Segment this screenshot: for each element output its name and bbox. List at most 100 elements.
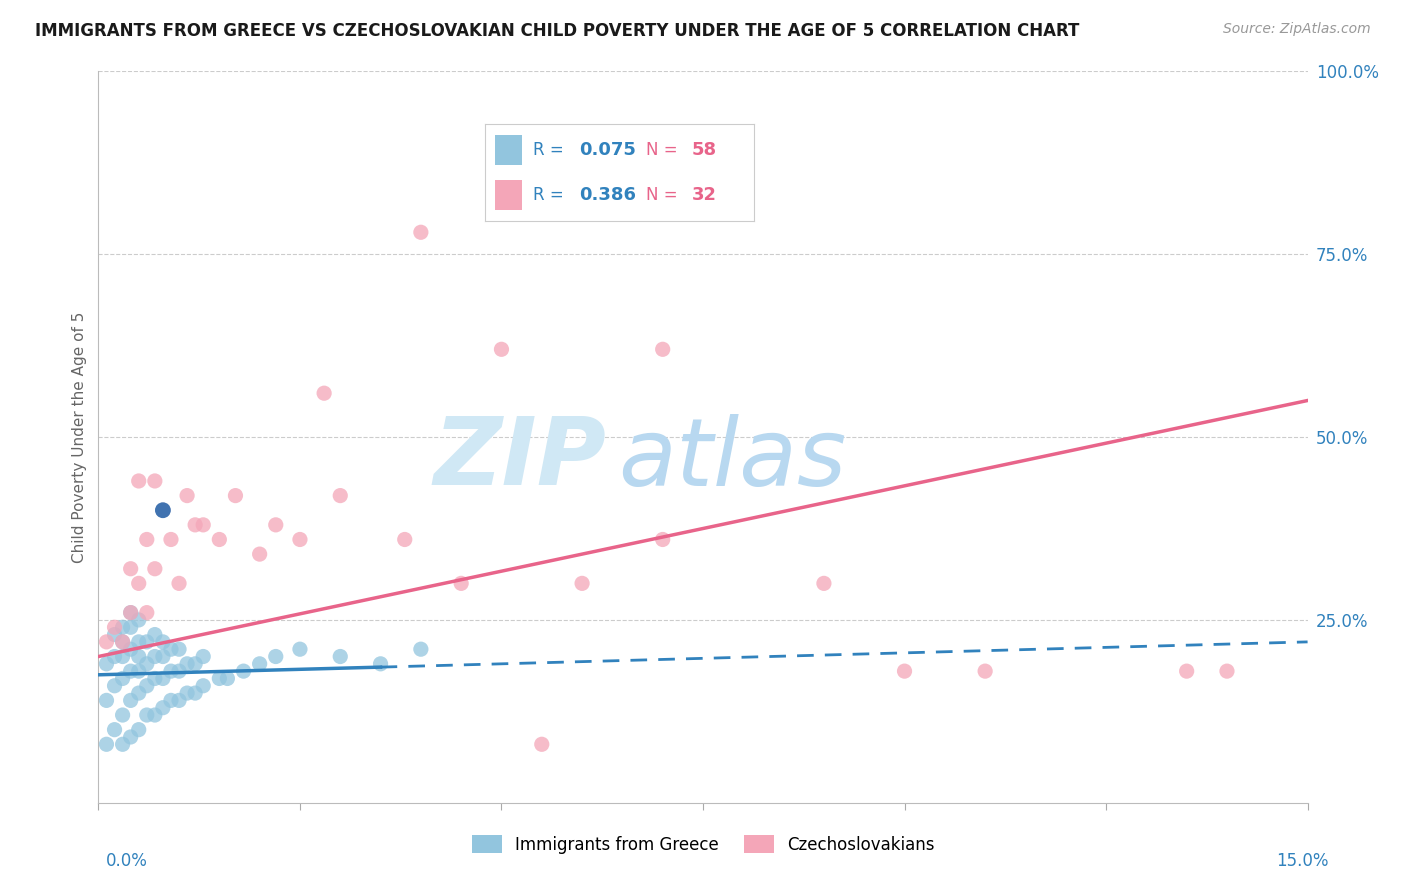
- Point: [491, 343, 513, 357]
- Point: [135, 708, 157, 723]
- Point: [96, 657, 118, 671]
- Point: [103, 627, 125, 641]
- Text: 0.0%: 0.0%: [105, 852, 148, 870]
- Point: [152, 503, 174, 517]
- Point: [120, 730, 142, 744]
- Point: [409, 642, 432, 657]
- Point: [193, 517, 215, 532]
- Point: [232, 664, 254, 678]
- Point: [394, 533, 416, 547]
- Point: [370, 657, 392, 671]
- Point: [184, 517, 207, 532]
- Point: [135, 635, 157, 649]
- Point: [111, 635, 134, 649]
- Point: [152, 635, 174, 649]
- Point: [160, 664, 183, 678]
- Point: [111, 635, 134, 649]
- Text: R =: R =: [533, 186, 569, 204]
- Point: [128, 635, 150, 649]
- Point: [111, 649, 134, 664]
- Point: [314, 386, 336, 401]
- Point: [96, 635, 118, 649]
- Point: [409, 225, 432, 239]
- Point: [152, 503, 174, 517]
- Point: [208, 533, 231, 547]
- Point: [264, 649, 287, 664]
- Point: [128, 723, 150, 737]
- Text: atlas: atlas: [619, 414, 846, 505]
- Point: [176, 657, 198, 671]
- Legend: Immigrants from Greece, Czechoslovakians: Immigrants from Greece, Czechoslovakians: [465, 829, 941, 860]
- Text: 15.0%: 15.0%: [1277, 852, 1329, 870]
- Bar: [495, 180, 522, 210]
- Point: [143, 627, 166, 641]
- Point: [264, 517, 287, 532]
- Point: [120, 642, 142, 657]
- Text: Source: ZipAtlas.com: Source: ZipAtlas.com: [1223, 22, 1371, 37]
- Point: [249, 547, 271, 561]
- Point: [224, 489, 246, 503]
- Point: [135, 657, 157, 671]
- Point: [103, 620, 125, 634]
- Point: [120, 606, 142, 620]
- Point: [651, 533, 673, 547]
- Text: ZIP: ZIP: [433, 413, 606, 505]
- Point: [135, 606, 157, 620]
- Point: [288, 533, 311, 547]
- Point: [103, 723, 125, 737]
- Point: [167, 664, 190, 678]
- Point: [135, 679, 157, 693]
- Point: [176, 489, 198, 503]
- Point: [111, 620, 134, 634]
- Text: 0.386: 0.386: [579, 186, 636, 204]
- Point: [167, 576, 190, 591]
- Point: [152, 700, 174, 714]
- Point: [152, 649, 174, 664]
- Point: [103, 679, 125, 693]
- Point: [193, 679, 215, 693]
- Point: [103, 649, 125, 664]
- Point: [167, 642, 190, 657]
- Point: [1175, 664, 1198, 678]
- Point: [893, 664, 915, 678]
- Point: [530, 737, 553, 751]
- Point: [184, 657, 207, 671]
- Text: 32: 32: [692, 186, 717, 204]
- Y-axis label: Child Poverty Under the Age of 5: Child Poverty Under the Age of 5: [72, 311, 87, 563]
- Point: [160, 642, 183, 657]
- Point: [128, 686, 150, 700]
- Point: [450, 576, 472, 591]
- Point: [152, 672, 174, 686]
- Point: [120, 693, 142, 707]
- Text: IMMIGRANTS FROM GREECE VS CZECHOSLOVAKIAN CHILD POVERTY UNDER THE AGE OF 5 CORRE: IMMIGRANTS FROM GREECE VS CZECHOSLOVAKIA…: [35, 22, 1080, 40]
- Point: [571, 576, 593, 591]
- Text: 0.075: 0.075: [579, 141, 636, 159]
- Point: [1216, 664, 1239, 678]
- Point: [813, 576, 835, 591]
- Point: [733, 50, 755, 64]
- Point: [120, 562, 142, 576]
- Text: 58: 58: [692, 141, 717, 159]
- Point: [249, 657, 271, 671]
- Point: [111, 737, 134, 751]
- Point: [143, 708, 166, 723]
- Point: [329, 649, 352, 664]
- Point: [288, 642, 311, 657]
- Bar: [495, 136, 522, 165]
- Point: [208, 672, 231, 686]
- Point: [143, 562, 166, 576]
- Point: [128, 649, 150, 664]
- Point: [143, 649, 166, 664]
- Point: [217, 672, 239, 686]
- Point: [120, 606, 142, 620]
- Point: [111, 672, 134, 686]
- Point: [176, 686, 198, 700]
- Text: N =: N =: [647, 186, 683, 204]
- Point: [160, 533, 183, 547]
- Point: [96, 693, 118, 707]
- Text: R =: R =: [533, 141, 569, 159]
- Point: [96, 737, 118, 751]
- Point: [128, 576, 150, 591]
- Point: [167, 693, 190, 707]
- Point: [120, 620, 142, 634]
